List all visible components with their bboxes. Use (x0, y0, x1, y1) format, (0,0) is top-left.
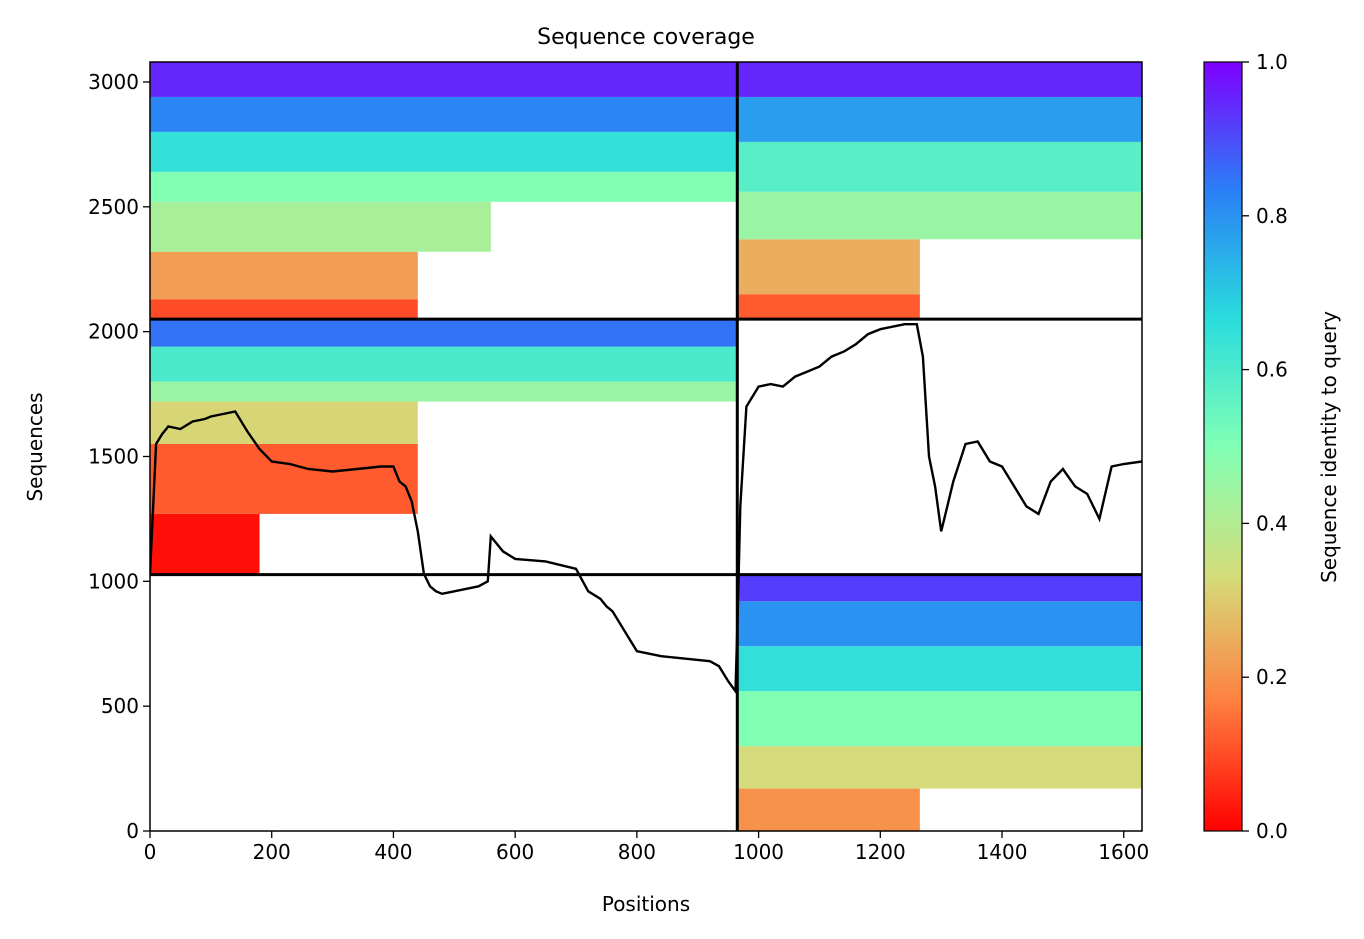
identity-band (150, 381, 738, 402)
colorbar-tick-label: 0.8 (1256, 204, 1288, 228)
identity-band (737, 646, 1142, 692)
colorbar-ticks: 0.0 0.2 0.4 0.6 0.8 1.0 (1242, 50, 1288, 843)
x-tick-label: 1200 (855, 840, 906, 864)
x-axis: 0 200 400 600 800 1000 1200 1400 1600 (144, 831, 1149, 864)
identity-band (737, 141, 1142, 192)
identity-band (150, 513, 260, 575)
msa-block (150, 319, 738, 575)
colorbar-tick-label: 0.6 (1256, 358, 1288, 382)
identity-band (150, 251, 418, 300)
identity-band (150, 401, 418, 445)
msa-block (737, 62, 1142, 320)
identity-band (737, 601, 1142, 647)
colorbar-tick-label: 0.4 (1256, 511, 1288, 535)
identity-band (150, 299, 418, 320)
y-tick-label: 1000 (88, 569, 139, 593)
colorbar-tick-label: 1.0 (1256, 50, 1288, 74)
x-tick-label: 1000 (733, 840, 784, 864)
x-axis-label: Positions (602, 892, 690, 916)
colorbar-scale (1203, 61, 1243, 832)
colorbar-tick-label: 0.0 (1256, 819, 1288, 843)
y-axis: 0 500 1000 1500 2000 2500 3000 (88, 70, 150, 843)
identity-band (150, 319, 738, 347)
msa-blocks (150, 62, 1142, 831)
identity-band (150, 171, 738, 202)
identity-band (737, 96, 1142, 142)
x-tick-label: 1400 (977, 840, 1028, 864)
identity-band (150, 201, 491, 252)
y-tick-label: 500 (101, 694, 139, 718)
plot-area (150, 62, 1142, 831)
y-axis-label: Sequences (23, 392, 47, 501)
colorbar-label: Sequence identity to query (1317, 311, 1341, 583)
x-tick-label: 400 (374, 840, 412, 864)
x-tick-label: 1600 (1098, 840, 1149, 864)
identity-band (150, 62, 738, 97)
msa-block (737, 574, 1142, 831)
colorbar: 0.0 0.2 0.4 0.6 0.8 1.0 Sequence identity to … (1203, 50, 1341, 843)
identity-band (150, 346, 738, 382)
y-tick-label: 1500 (88, 444, 139, 468)
y-tick-label: 3000 (88, 70, 139, 94)
chart-title: Sequence coverage (537, 25, 755, 50)
coverage-line (150, 323, 1142, 695)
identity-band (150, 96, 738, 132)
y-tick-label: 2000 (88, 320, 139, 344)
identity-band (737, 294, 920, 320)
x-tick-label: 800 (618, 840, 656, 864)
identity-band (737, 691, 1142, 747)
x-tick-label: 600 (496, 840, 534, 864)
colorbar-tick-label: 0.2 (1256, 665, 1288, 689)
x-tick-label: 200 (253, 840, 291, 864)
plot-frame (149, 61, 1143, 832)
identity-band (737, 62, 1142, 97)
identity-band (737, 239, 920, 295)
msa-block (150, 62, 738, 320)
identity-band (737, 191, 1142, 240)
identity-band (150, 131, 738, 172)
identity-band (737, 788, 920, 831)
identity-band (737, 574, 1142, 602)
y-tick-label: 2500 (88, 195, 139, 219)
x-tick-label: 0 (144, 840, 157, 864)
identity-band (737, 746, 1142, 789)
identity-band (150, 444, 418, 514)
chain-boundaries (150, 62, 1142, 831)
y-tick-label: 0 (126, 819, 139, 843)
